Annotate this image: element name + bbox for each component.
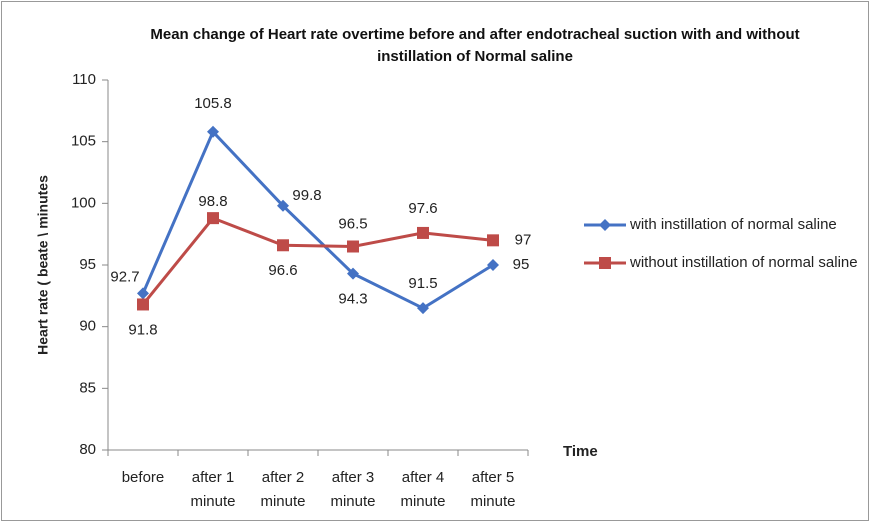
data-label: 92.7 bbox=[110, 268, 139, 285]
data-label: 91.5 bbox=[408, 275, 437, 292]
marker bbox=[599, 219, 611, 231]
marker bbox=[137, 298, 149, 311]
data-label: 105.8 bbox=[194, 95, 232, 112]
data-label: 96.5 bbox=[338, 215, 367, 232]
y-tick-label: 85 bbox=[79, 379, 96, 396]
marker bbox=[599, 257, 611, 269]
x-tick-label: after 2 minute bbox=[260, 469, 305, 510]
marker bbox=[207, 125, 219, 138]
legend-label: with instillation of normal saline bbox=[630, 216, 837, 233]
series-line bbox=[141, 216, 494, 306]
data-label: 97 bbox=[515, 231, 532, 248]
y-tick-label: 90 bbox=[79, 318, 96, 335]
legend-item: with instillation of normal saline bbox=[582, 214, 860, 236]
x-tick-label: after 4 minute bbox=[400, 469, 445, 510]
x-tick-label: after 5 minute bbox=[470, 469, 515, 510]
data-label: 98.8 bbox=[198, 193, 227, 210]
marker bbox=[137, 287, 149, 300]
legend: with instillation of normal saline withou… bbox=[582, 214, 872, 290]
x-tick-label: before bbox=[122, 469, 165, 486]
marker bbox=[347, 267, 359, 280]
legend-swatch bbox=[584, 257, 626, 269]
x-tick-label: after 3 minute bbox=[330, 469, 375, 510]
y-tick-label: 95 bbox=[79, 256, 96, 273]
y-axis-label: Heart rate ( beate \ minutes bbox=[35, 175, 51, 355]
data-label: 95 bbox=[513, 256, 530, 273]
series-line bbox=[141, 129, 494, 310]
data-label: 96.6 bbox=[268, 262, 297, 279]
y-tick-label: 110 bbox=[72, 71, 96, 88]
marker bbox=[347, 240, 359, 253]
y-tick-label: 105 bbox=[71, 133, 96, 150]
x-axis-label: Time bbox=[563, 443, 598, 460]
data-label: 97.6 bbox=[408, 200, 437, 217]
marker bbox=[417, 302, 429, 315]
legend-swatch bbox=[584, 219, 626, 231]
data-label: 91.8 bbox=[128, 321, 157, 338]
marker bbox=[207, 212, 219, 225]
data-label: 94.3 bbox=[338, 291, 367, 308]
data-label: 99.8 bbox=[292, 187, 321, 204]
y-tick-label: 80 bbox=[79, 441, 96, 458]
chart-title: Mean change of Heart rate overtime befor… bbox=[150, 26, 800, 65]
marker bbox=[417, 226, 429, 239]
marker bbox=[487, 259, 499, 271]
marker bbox=[487, 234, 499, 247]
marker bbox=[277, 199, 289, 212]
y-tick-label: 100 bbox=[71, 194, 96, 211]
legend-item: without instillation of normal saline bbox=[582, 252, 860, 274]
marker bbox=[277, 239, 289, 252]
x-tick-label: after 1 minute bbox=[190, 469, 235, 510]
legend-label: without instillation of normal saline bbox=[630, 254, 858, 271]
